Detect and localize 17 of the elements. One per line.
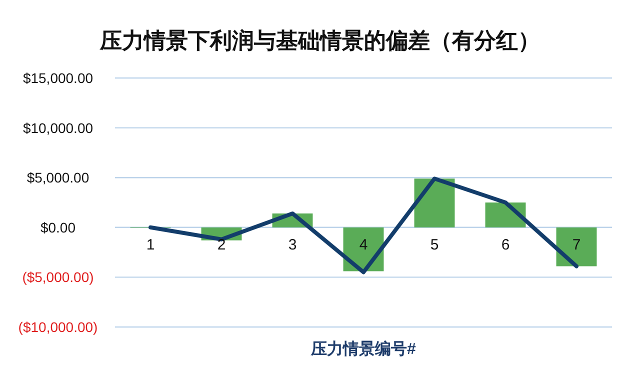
x-tick-label: 4 — [359, 236, 368, 254]
x-tick-label: 6 — [501, 236, 510, 254]
line-series — [148, 176, 578, 274]
x-tick-label: 1 — [146, 236, 155, 254]
x-tick-label: 5 — [430, 236, 439, 254]
y-tick-label: $5,000.00 — [26, 170, 90, 186]
y-tick-label: $15,000.00 — [22, 70, 94, 86]
x-tick-label: 2 — [217, 236, 226, 254]
y-tick-label: $10,000.00 — [22, 120, 94, 136]
chart-title: 压力情景下利润与基础情景的偏差（有分红） — [99, 28, 540, 53]
x-axis-title: 压力情景编号# — [310, 340, 416, 358]
x-tick-label: 3 — [288, 236, 297, 254]
y-tick-label: ($10,000.00) — [18, 319, 98, 335]
x-tick-label: 7 — [572, 236, 581, 254]
y-tick-label: $0.00 — [40, 219, 76, 236]
bar — [556, 227, 597, 266]
y-tick-label: ($5,000.00) — [22, 269, 94, 286]
